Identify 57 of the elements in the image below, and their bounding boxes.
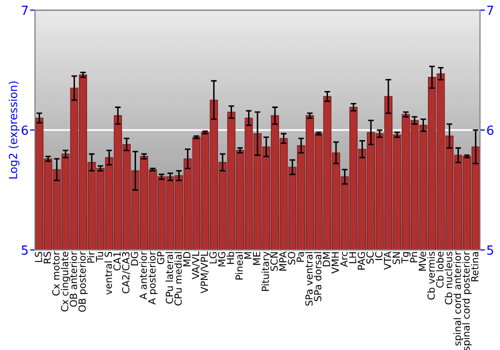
y2-tick-label: 7 (487, 6, 494, 15)
x-tick-label: SO (288, 252, 296, 264)
x-tick-label: A anterior (139, 251, 147, 300)
x-tick-label: Cx motor (52, 251, 60, 296)
x-tick-label: LG (209, 252, 217, 264)
x-tick-label: SPa ventral (305, 252, 313, 306)
y-tick-label: 6 (22, 125, 28, 135)
y-tick-label: 5 (22, 246, 28, 255)
x-tick-label: OB posterior (78, 251, 88, 312)
x-tick-label: Cb vermis (427, 252, 435, 300)
x-tick-label: CPu medial (174, 252, 182, 306)
y-axis-title: Log2 (expression) (8, 81, 20, 178)
x-tick-label: Arc (340, 252, 348, 267)
x-tick-label: RS (44, 252, 51, 264)
x-tick-label: Pineal (235, 252, 243, 280)
x-tick-label: ventral S (104, 252, 112, 295)
y-tick-label: 7 (22, 6, 28, 15)
x-tick-label: Pa (296, 252, 304, 262)
x-tick-label: SCN (270, 252, 278, 271)
x-tick-label: Pituitary (262, 252, 271, 291)
x-tick-label: CA1 (113, 252, 121, 270)
x-tick-label: M (244, 252, 252, 259)
x-tick-label: Tg (401, 252, 411, 264)
x-tick-label: VMH (332, 252, 339, 274)
x-tick-label: Hb (226, 252, 234, 264)
x-tick-label: LH (349, 252, 356, 264)
x-tick-label: Cx cingulate (60, 252, 70, 312)
x-tick-label: MVe (418, 252, 426, 271)
x-tick-label: VPM/VPL (200, 251, 209, 294)
x-tick-label: SPa dorsal (314, 252, 322, 302)
x-tick-label: Tu (96, 252, 104, 262)
x-tick-label: CPu lateral (166, 252, 174, 304)
x-tick-label: OB anterior (70, 251, 78, 307)
x-tick-label: DM (322, 252, 330, 266)
x-tick-label: MPA (279, 251, 286, 271)
x-tick-label: Retina (470, 252, 478, 282)
x-tick-label: ME (253, 252, 260, 265)
x-tick-label: MG (218, 252, 226, 266)
x-tick-label: MD (183, 252, 190, 266)
x-tick-label: Pn (410, 252, 418, 262)
x-tick-label: Cb lobe (436, 252, 444, 288)
y2-tick-label: 6 (487, 125, 494, 135)
x-tick-label: PAG (358, 252, 366, 270)
x-tick-label: DG (130, 252, 138, 266)
x-tick-label: Pir (87, 251, 94, 263)
y2-tick-label: 5 (487, 246, 494, 255)
x-tick-label: VA/VL (192, 251, 200, 280)
x-tick-label: VTA (384, 251, 392, 270)
x-tick-label: spinal cord anterior (453, 251, 463, 346)
x-tick-label: GP (156, 252, 164, 264)
x-tick-label: SN (392, 252, 400, 264)
x-tick-label: SC (366, 252, 374, 264)
x-tick-label: LS (34, 252, 42, 262)
x-tick-label: Cb nucleus (444, 252, 452, 304)
x-tick-label: A posterior (148, 251, 158, 305)
x-tick-label: IC (375, 252, 382, 260)
x-tick-label: CA2/CA3 (122, 252, 130, 294)
